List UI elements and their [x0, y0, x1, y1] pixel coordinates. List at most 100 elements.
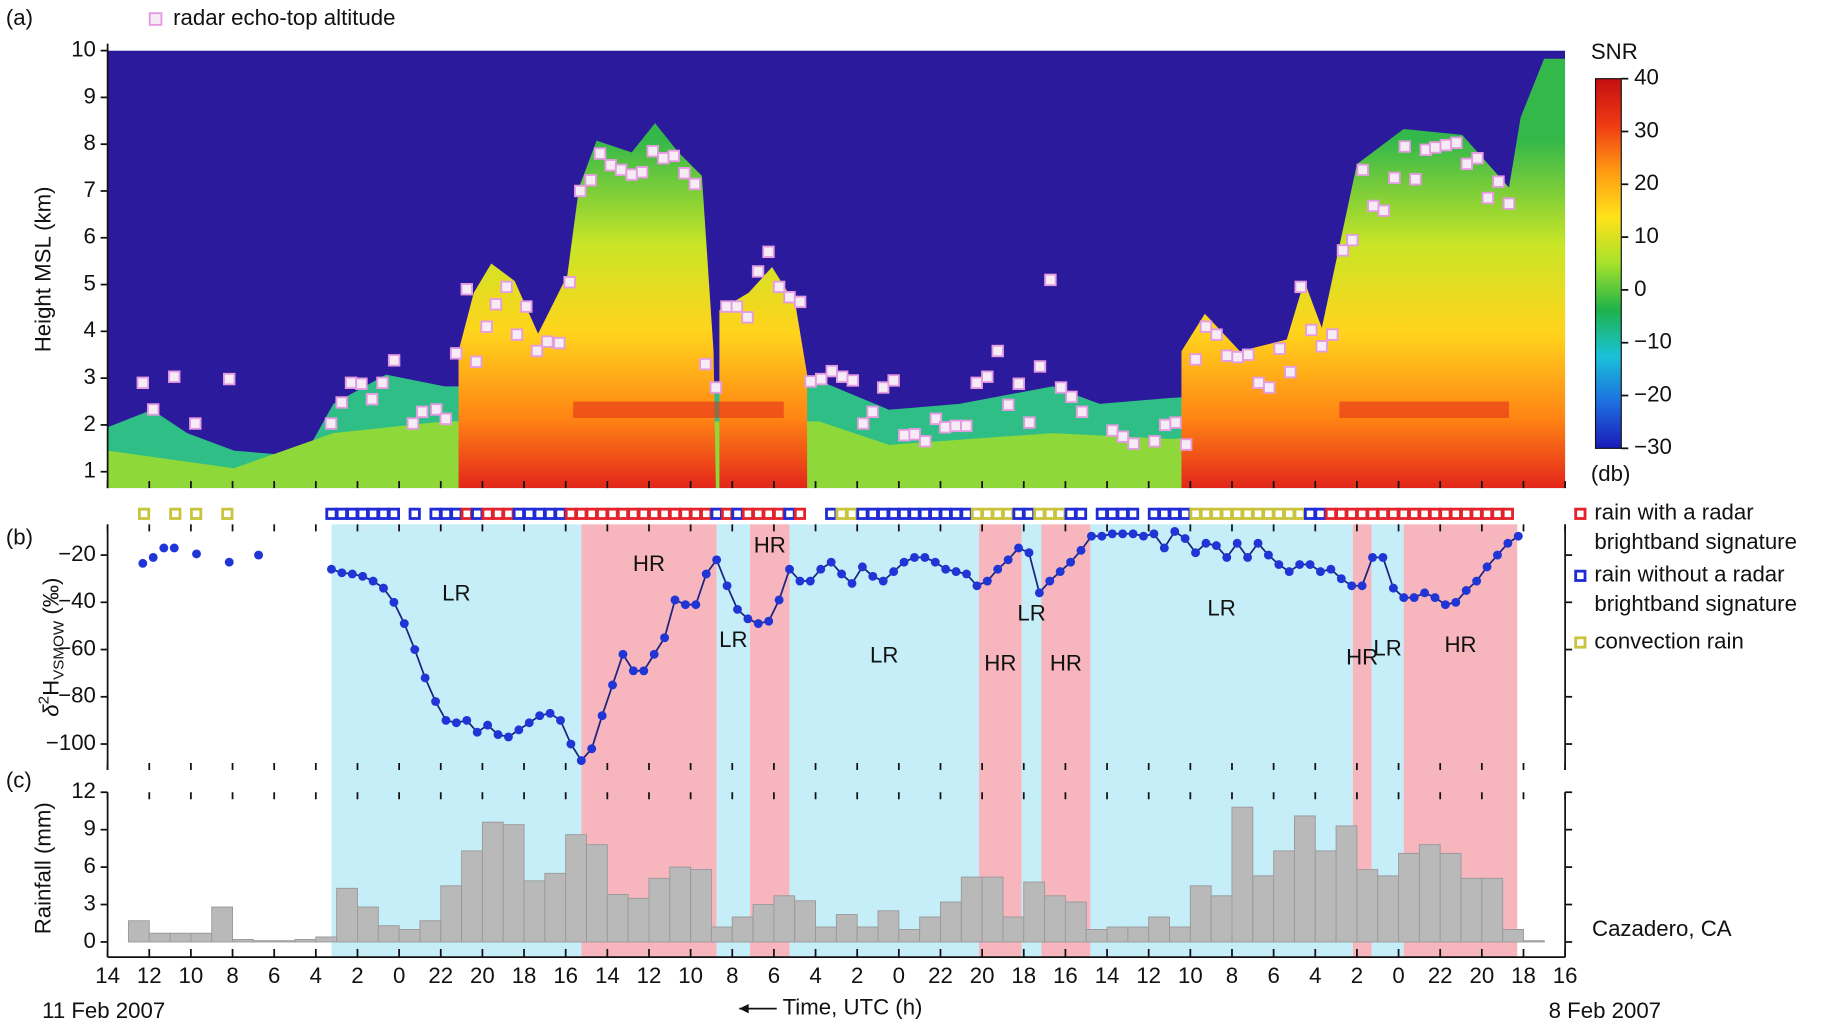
x-tick-label: 0	[1392, 963, 1404, 988]
rain-type-marker	[325, 507, 338, 520]
region	[1021, 524, 1042, 958]
line-marker	[327, 564, 336, 574]
echo-top-marker	[324, 417, 338, 430]
x-tick-label: 0	[893, 963, 905, 988]
line-marker	[1482, 562, 1492, 572]
echo-top-marker	[1356, 163, 1369, 177]
region-label: HR	[1050, 651, 1082, 676]
line-marker	[962, 569, 971, 579]
bright-band	[1339, 401, 1509, 418]
echo-top-marker	[1460, 157, 1474, 171]
line-marker	[1159, 543, 1169, 553]
bar	[1044, 895, 1066, 943]
y-tick-label: 5	[84, 270, 96, 295]
rain-type-marker	[658, 507, 671, 520]
bar	[1106, 926, 1129, 943]
x-tick-label: 18	[1011, 963, 1036, 988]
annotation: Cazadero, CA	[1592, 916, 1732, 941]
line-marker	[1284, 567, 1294, 577]
end-date: 8 Feb 2007	[1549, 998, 1661, 1023]
bar	[294, 938, 317, 943]
rain-type-marker	[1262, 507, 1275, 520]
line-marker	[431, 697, 441, 706]
rain-type-marker	[1210, 507, 1223, 520]
bar	[710, 926, 733, 943]
echo-top-marker	[741, 311, 754, 324]
bar	[1148, 916, 1170, 943]
echo-top-marker	[355, 377, 368, 390]
rain-type-marker	[741, 507, 754, 520]
x-tick-label: 2	[851, 963, 863, 988]
y-tick-label: −60	[58, 635, 96, 660]
bar	[1335, 825, 1358, 943]
rain-type-marker	[866, 507, 879, 520]
region-label: HR	[984, 651, 1016, 676]
colorbar-tick-label: 0	[1634, 276, 1646, 301]
echo-top-marker	[678, 166, 691, 180]
echo-top-marker	[1220, 349, 1234, 362]
line-marker	[701, 569, 711, 579]
y-tick-label: 4	[84, 317, 96, 342]
echo-top-marker	[1450, 136, 1463, 149]
colorbar-tick-label: −30	[1634, 434, 1672, 459]
echo-top-marker	[520, 300, 533, 313]
echo-top-marker	[751, 265, 765, 278]
ylabel-sup: 2	[35, 696, 52, 704]
line-marker	[358, 571, 368, 581]
bar	[544, 872, 567, 943]
line-marker	[587, 744, 597, 754]
rain-type-marker	[950, 507, 963, 520]
bar	[127, 920, 150, 943]
echo-top-marker	[1294, 280, 1307, 294]
rain-type-marker	[190, 507, 203, 520]
line-marker	[337, 568, 347, 578]
line-marker	[1149, 529, 1159, 539]
bar	[627, 897, 650, 943]
line-marker	[722, 581, 732, 591]
echo-top-marker	[1075, 405, 1089, 419]
x-tick-label: 12	[637, 963, 662, 988]
line-marker	[1461, 586, 1471, 595]
line-marker	[857, 562, 867, 572]
line-marker	[1368, 552, 1377, 562]
arrow-head	[739, 1003, 749, 1014]
line-marker	[1420, 588, 1430, 598]
x-tick-label: 20	[470, 963, 495, 988]
ylabel-symbol: δ	[39, 704, 64, 717]
line-marker	[889, 567, 899, 577]
x-tick-label: 22	[428, 963, 453, 988]
echo-top-marker	[530, 344, 544, 358]
rain-type-marker	[1116, 507, 1129, 520]
region-label: LR	[719, 627, 747, 652]
line-marker	[524, 718, 534, 728]
x-tick-label: 10	[179, 963, 204, 988]
rain-type-marker	[752, 507, 765, 520]
rain-type-marker	[762, 507, 775, 520]
bar	[273, 940, 296, 943]
y-tick-label: 6	[84, 224, 96, 249]
bar	[190, 932, 213, 943]
echo-top-marker	[857, 417, 870, 430]
line-marker	[1014, 543, 1024, 553]
legend-label: rain without a radar	[1594, 562, 1785, 587]
line-marker	[1024, 548, 1034, 558]
ylabel-unit: (‰)	[39, 578, 64, 621]
rain-type-marker	[1147, 507, 1160, 520]
region	[716, 524, 750, 958]
line-marker	[733, 604, 742, 614]
bar	[419, 920, 442, 943]
line-marker	[837, 569, 847, 579]
echo-top-marker	[449, 347, 463, 360]
y-tick-label: 0	[84, 928, 96, 953]
rain-type-marker	[606, 507, 619, 520]
y-tick-label: 1	[84, 458, 96, 483]
line-marker	[1180, 534, 1190, 543]
y-tick-label: 3	[84, 890, 96, 915]
line-marker	[920, 552, 930, 562]
rain-type-marker	[585, 507, 598, 520]
rain-type-marker	[793, 507, 807, 520]
echo-top-marker	[604, 159, 617, 172]
line-marker	[910, 552, 919, 562]
line-marker	[451, 718, 461, 728]
line-marker	[805, 576, 815, 586]
